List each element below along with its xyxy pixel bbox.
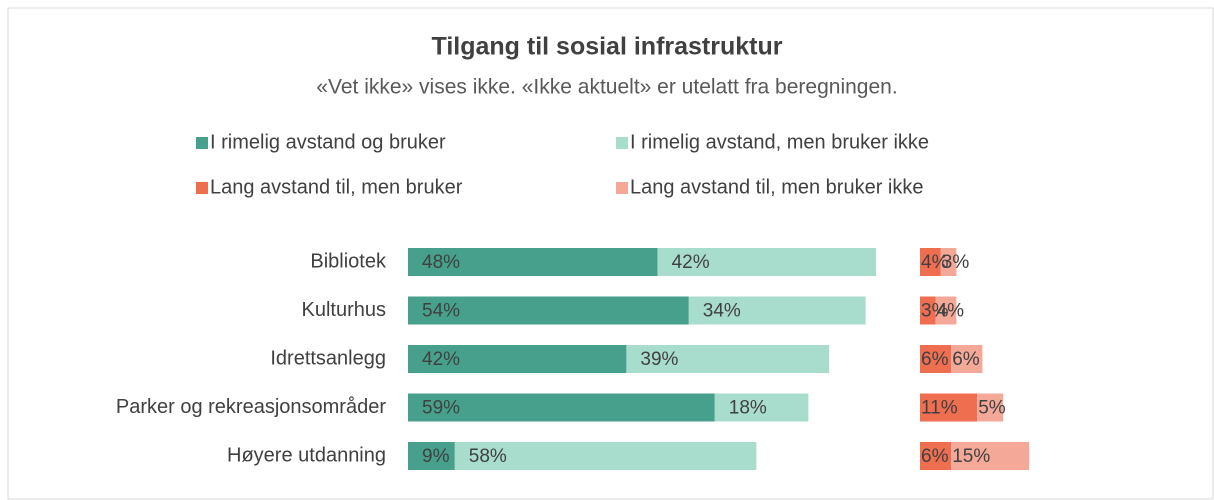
bar-segment — [951, 442, 1030, 470]
bar-segment — [935, 296, 957, 325]
bar-segment — [688, 296, 866, 325]
bar-segment — [714, 393, 809, 422]
data-label: 4% — [921, 252, 949, 273]
legend-swatch — [196, 137, 208, 149]
category-label: Høyere utdanning — [227, 444, 386, 466]
bar-segment — [920, 442, 952, 470]
category-label: Kulturhus — [302, 299, 387, 321]
category-label: Bibliotek — [310, 250, 387, 272]
legend-swatch — [616, 182, 628, 194]
data-label: 4% — [937, 301, 965, 322]
data-label: 3% — [921, 301, 949, 322]
data-label: 5% — [978, 398, 1006, 419]
data-label: 3% — [942, 252, 970, 273]
category-label: Idrettsanlegg — [270, 347, 386, 369]
data-label: 39% — [640, 349, 678, 370]
data-label: 59% — [422, 398, 460, 419]
data-label: 6% — [952, 349, 980, 370]
bar-segment — [977, 393, 1004, 422]
bar-segment — [408, 393, 715, 422]
bar-segment — [408, 248, 658, 276]
bar-segment — [920, 248, 941, 276]
category-label: Parker og rekreasjonsområder — [116, 396, 386, 418]
data-label: 34% — [703, 301, 741, 322]
bar-segment — [920, 296, 936, 325]
legend-label: Lang avstand til, men bruker ikke — [630, 176, 924, 198]
legend-label: Lang avstand til, men bruker — [210, 176, 463, 198]
data-label: 6% — [921, 446, 949, 467]
data-label: 54% — [422, 301, 460, 322]
bar-segment — [920, 393, 978, 422]
legend-swatch — [616, 137, 628, 149]
data-label: 11% — [921, 398, 958, 419]
chart-title: Tilgang til sosial infrastruktur — [432, 33, 783, 61]
data-label: 9% — [422, 446, 450, 467]
chart-subtitle: «Vet ikke» vises ikke. «Ikke aktuelt» er… — [316, 76, 897, 99]
data-label: 15% — [952, 446, 990, 467]
bar-segment — [626, 345, 830, 373]
legend-swatch — [196, 182, 208, 194]
legend-label: I rimelig avstand og bruker — [210, 131, 446, 153]
bar-segment — [408, 442, 455, 470]
bar-segment — [920, 345, 952, 373]
bar-segment — [657, 248, 876, 276]
bar-segment — [454, 442, 757, 470]
data-label: 6% — [921, 349, 949, 370]
legend-label: I rimelig avstand, men bruker ikke — [630, 131, 929, 153]
bar-segment — [408, 345, 627, 373]
data-label: 18% — [729, 398, 767, 419]
data-label: 42% — [672, 252, 710, 273]
bar-segment — [951, 345, 983, 373]
bar-segment — [408, 296, 689, 325]
bar-segment — [940, 248, 957, 276]
data-label: 48% — [422, 252, 460, 273]
data-label: 58% — [469, 446, 507, 467]
data-label: 42% — [422, 349, 460, 370]
